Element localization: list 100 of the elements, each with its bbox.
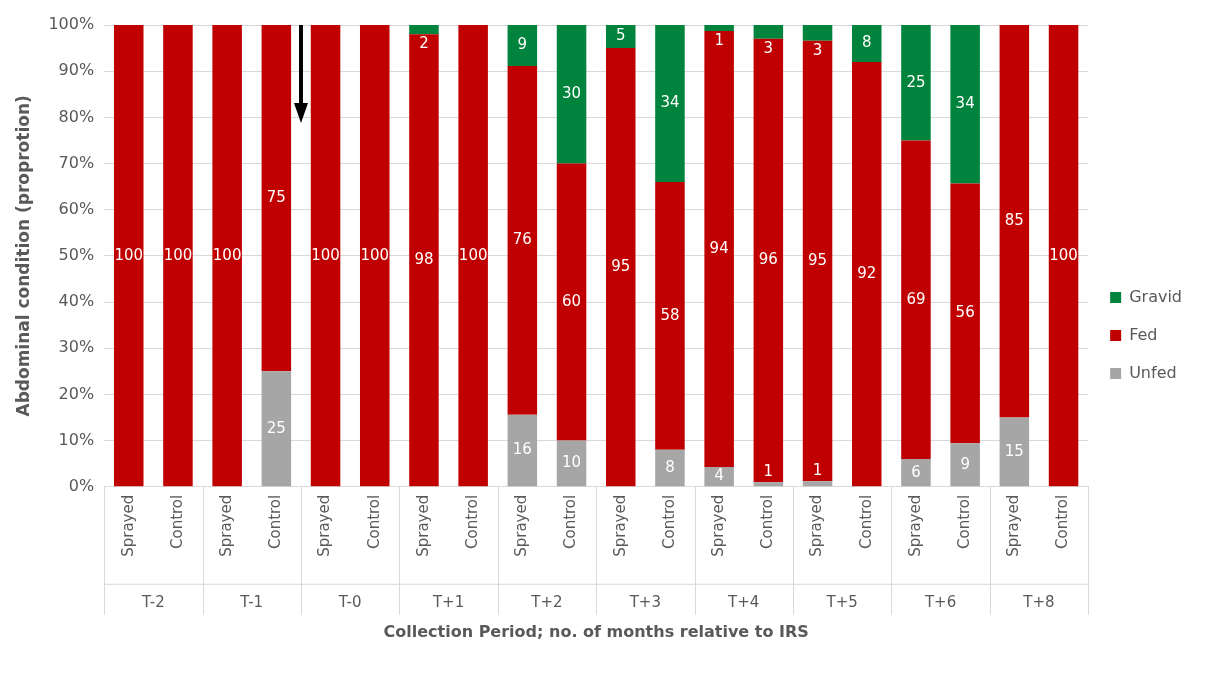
bar: [409, 34, 439, 487]
x-tick-label: Sprayed: [807, 494, 826, 557]
bar: [999, 417, 1030, 487]
bar: [901, 140, 931, 460]
data-label: 1: [812, 461, 823, 480]
x-tick-label: Sprayed: [217, 494, 236, 557]
x-tick-label: Control: [364, 494, 383, 550]
data-label: 9: [960, 454, 970, 473]
text: T-1: [239, 592, 264, 611]
data-label: 98: [414, 250, 434, 269]
bar: [605, 48, 636, 487]
bar: [605, 25, 636, 49]
data-label: 56: [955, 303, 975, 322]
data-label: 6: [911, 462, 921, 481]
bar: [753, 38, 784, 483]
y-tick-label: 30%: [58, 337, 95, 357]
bar: [704, 25, 734, 31]
data-label: 96: [758, 250, 778, 269]
x-tick-label: Control: [266, 494, 285, 550]
bar: [851, 61, 882, 487]
data-label: 10: [562, 453, 582, 472]
data-label: 34: [660, 93, 680, 112]
data-label: 9: [517, 35, 528, 54]
x-tick-label: Sprayed: [1004, 494, 1023, 557]
text: T+1: [431, 592, 465, 611]
bar: [261, 371, 292, 487]
data-label: 100: [212, 245, 242, 264]
text: T+2: [530, 592, 563, 611]
bar: [458, 25, 488, 487]
text: T+5: [825, 592, 858, 611]
data-label: 34: [955, 94, 975, 113]
data-label: 92: [857, 264, 877, 282]
data-label: 85: [1004, 211, 1024, 230]
bar: [950, 443, 980, 487]
bar: [753, 25, 784, 39]
y-tick-label: 70%: [58, 152, 95, 172]
bar: [655, 449, 685, 487]
bar: [261, 25, 292, 372]
legend-label: Unfed: [1129, 362, 1177, 382]
bar: [1048, 25, 1079, 487]
data-label: 95: [808, 250, 828, 269]
bar: [753, 482, 784, 487]
bar: [655, 182, 685, 450]
data-label: 2: [419, 34, 429, 53]
y-tick-label: 40%: [58, 291, 95, 311]
data-label: 100: [458, 245, 488, 264]
data-label: 25: [906, 72, 926, 91]
data-label: 100: [114, 245, 144, 264]
bar: [802, 40, 833, 482]
bar: [704, 466, 734, 487]
data-label: 75: [266, 188, 286, 207]
data-label: 25: [266, 418, 286, 437]
text: T-0: [337, 592, 362, 611]
data-label: 94: [709, 238, 729, 257]
y-axis-title: Abdominal condition (proprotion): [12, 95, 33, 417]
bar: [409, 25, 439, 35]
data-label: 15: [1004, 441, 1024, 460]
y-tick-label: 100%: [48, 14, 95, 34]
x-tick-label: Control: [167, 494, 186, 550]
x-tick-label: Control: [561, 494, 580, 550]
data-label: 100: [311, 245, 340, 264]
text: T+4: [727, 592, 760, 611]
data-label: 8: [861, 33, 872, 52]
y-tick-label: 60%: [58, 198, 95, 218]
data-label: 100: [1049, 245, 1078, 264]
data-label: 1: [714, 30, 724, 49]
data-label: 58: [660, 305, 680, 324]
data-label: 5: [615, 26, 626, 45]
bar: [950, 183, 980, 444]
bar: [359, 25, 390, 487]
bar: [901, 459, 931, 487]
bar: [655, 25, 685, 182]
bar: [999, 25, 1030, 418]
bar: [556, 25, 587, 164]
data-label: 69: [906, 289, 926, 308]
x-tick-label: Control: [463, 494, 482, 550]
x-tick-label: Control: [856, 494, 875, 550]
data-label: 100: [163, 245, 193, 264]
text: T-2: [140, 592, 165, 611]
text: T+6: [923, 592, 957, 611]
x-tick-label: Sprayed: [905, 494, 924, 557]
x-tick-label: Sprayed: [118, 494, 137, 557]
legend-label: Fed: [1129, 324, 1158, 344]
x-tick-label: Control: [758, 494, 777, 550]
bar: [310, 25, 341, 487]
bar: [802, 25, 833, 41]
data-label: 3: [763, 38, 774, 57]
x-tick-label: Sprayed: [413, 494, 432, 557]
data-label: 3: [812, 40, 823, 59]
bar: [556, 163, 587, 441]
bar: [507, 66, 538, 415]
bar: [851, 25, 882, 62]
bar: [507, 414, 538, 487]
bar: [802, 481, 833, 487]
x-axis-title: Collection Period; no. of months relative to IRS: [383, 621, 809, 641]
data-label: 4: [714, 466, 724, 485]
bar: [950, 25, 980, 184]
bar: [212, 25, 242, 487]
text: T+8: [1022, 592, 1055, 611]
x-tick-label: Sprayed: [610, 494, 629, 557]
